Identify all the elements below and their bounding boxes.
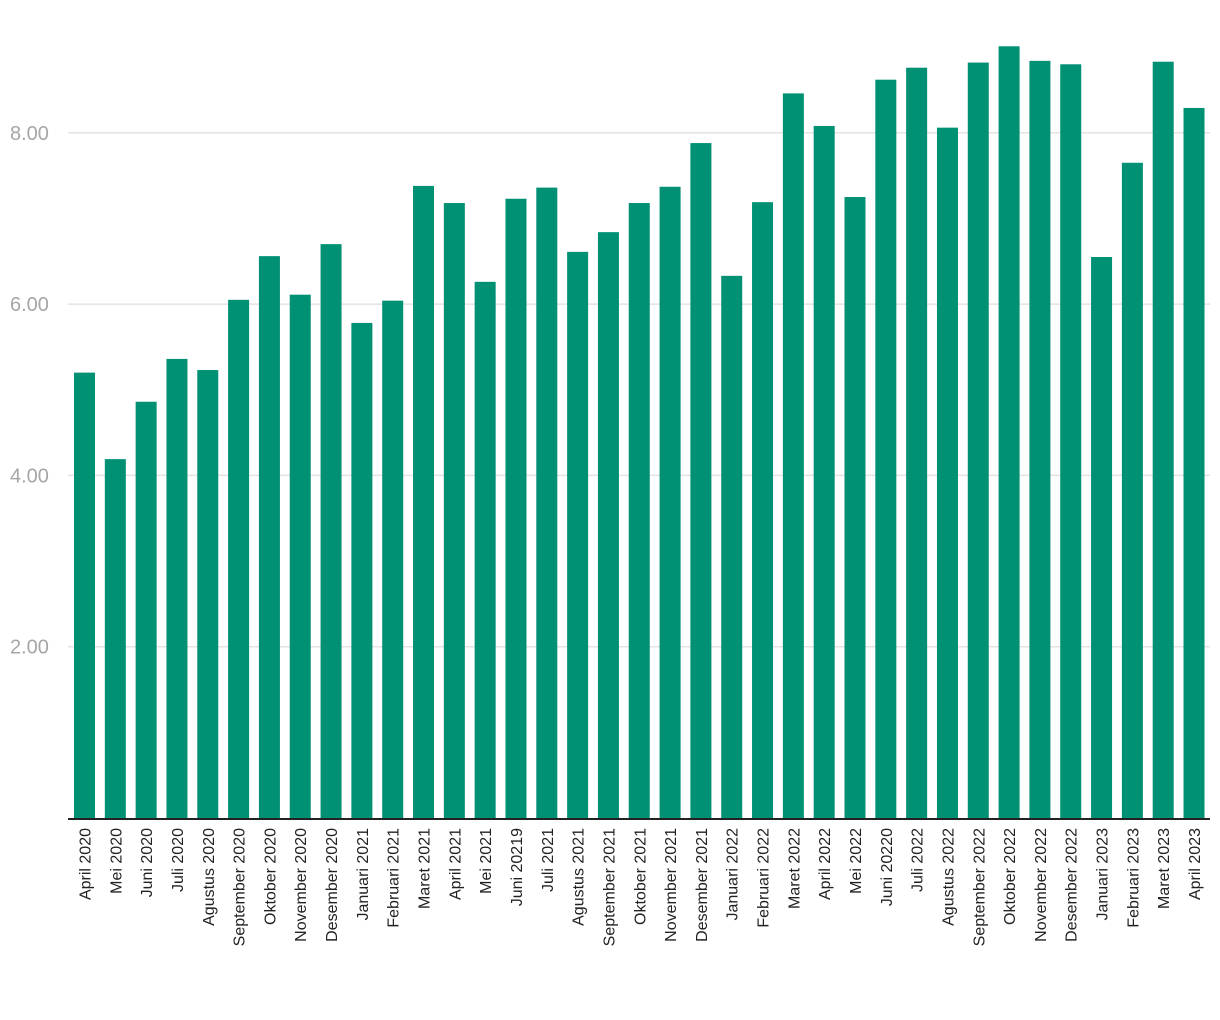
x-tick-label: Juni 20219 — [509, 828, 526, 906]
y-tick-label: 8.00 — [10, 123, 49, 145]
x-tick-label: November 2021 — [663, 828, 680, 942]
bar — [967, 62, 989, 818]
x-tick-label: November 2020 — [293, 828, 310, 942]
bar — [258, 256, 280, 818]
bar — [1121, 162, 1143, 819]
bar — [1183, 107, 1205, 819]
x-tick-label: Agustus 2022 — [940, 828, 957, 926]
x-tick-label: Februari 2022 — [756, 828, 773, 928]
bar — [875, 79, 897, 818]
x-tick-label: Oktober 2021 — [632, 828, 649, 925]
bar — [659, 186, 681, 818]
y-tick-label: 4.00 — [10, 465, 49, 487]
bar — [752, 202, 774, 818]
x-tick-label: Januari 2023 — [1095, 828, 1112, 921]
x-tick-label: Februari 2023 — [1125, 828, 1142, 928]
bar — [443, 203, 465, 818]
x-tick-label: Juni 20220 — [879, 828, 896, 906]
x-tick-label: Oktober 2022 — [1002, 828, 1019, 925]
x-tick-label: Mei 2021 — [478, 828, 495, 894]
x-tick-label: September 2022 — [971, 828, 988, 946]
x-tick-label: Mei 2022 — [848, 828, 865, 894]
x-tick-label: April 2022 — [817, 828, 834, 900]
x-tick-label: Maret 2023 — [1156, 828, 1173, 909]
x-tick-label: September 2020 — [232, 828, 249, 946]
x-tick-label: Desember 2021 — [694, 828, 711, 942]
x-tick-label: Maret 2021 — [417, 828, 434, 909]
bar — [567, 251, 589, 818]
x-tick-label: Februari 2021 — [386, 828, 403, 928]
x-tick-label: Juli 2020 — [170, 828, 187, 892]
x-tick-label: Agustus 2020 — [201, 828, 218, 926]
bar — [597, 232, 619, 819]
x-tick-label: Agustus 2021 — [571, 828, 588, 926]
bar — [628, 203, 650, 818]
x-tick-label: Desember 2020 — [324, 828, 341, 942]
x-tick-label: Januari 2021 — [355, 828, 372, 921]
bar — [782, 93, 804, 818]
bar — [228, 299, 250, 818]
bar — [536, 187, 558, 819]
bar — [813, 125, 835, 818]
x-tick-label: November 2022 — [1033, 828, 1050, 942]
bar — [1029, 60, 1051, 818]
bar — [104, 459, 126, 818]
bar — [844, 197, 866, 819]
x-axis-ticks: April 2020 Mei 2020 Juni 2020 Juli 2020 Agus… — [78, 828, 1205, 946]
bar — [474, 281, 496, 818]
bar — [936, 127, 958, 818]
bar — [166, 358, 188, 818]
bar — [1091, 256, 1113, 818]
x-tick-label: September 2021 — [601, 828, 618, 946]
bar — [721, 275, 743, 818]
bar — [690, 143, 712, 818]
x-tick-label: Januari 2022 — [725, 828, 742, 921]
bar — [1060, 64, 1082, 818]
bar — [197, 370, 219, 818]
bar — [320, 244, 342, 818]
bar — [413, 185, 435, 818]
x-tick-label: Desember 2022 — [1064, 828, 1081, 942]
bar — [1152, 61, 1174, 818]
x-tick-label: Juli 2022 — [910, 828, 927, 892]
bar — [74, 372, 95, 818]
bar — [135, 401, 157, 818]
bar — [906, 67, 928, 819]
x-tick-label: Juli 2021 — [540, 828, 557, 892]
bar — [505, 198, 527, 819]
y-tick-label: 2.00 — [10, 637, 49, 659]
bar — [998, 46, 1020, 818]
bar — [289, 294, 311, 819]
x-tick-label: April 2021 — [447, 828, 464, 900]
x-tick-label: Maret 2022 — [786, 828, 803, 909]
y-tick-label: 6.00 — [10, 294, 49, 316]
x-tick-label: Mei 2020 — [108, 828, 125, 894]
x-tick-label: April 2023 — [1187, 828, 1204, 900]
x-tick-label: April 2020 — [78, 828, 95, 900]
x-tick-label: Juni 2020 — [139, 828, 156, 897]
x-tick-label: Oktober 2020 — [262, 828, 279, 925]
bar — [351, 322, 373, 818]
bars — [74, 46, 1205, 819]
y-axis-ticks: 2.00 4.00 6.00 8.00 — [10, 123, 49, 659]
bar — [382, 300, 404, 818]
